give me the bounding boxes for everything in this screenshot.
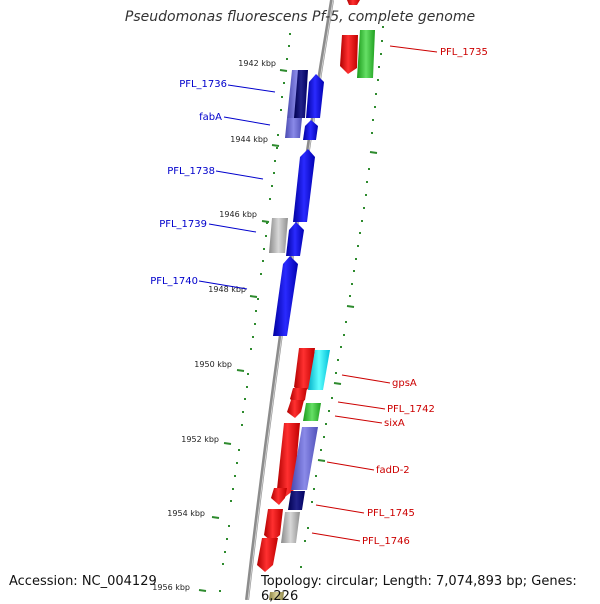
map-title: Pseudomonas fluorescens Pf-5, complete g… xyxy=(124,9,476,25)
gene-arrow-pfl-1746 xyxy=(264,509,283,542)
kbp-label: 1946 kbp xyxy=(219,210,257,219)
gene-label-gpsA: gpsA xyxy=(392,378,417,389)
forward-gene-labels xyxy=(198,84,276,290)
kbp-label: 1948 kbp xyxy=(208,285,246,294)
outer-ring-major-ticks xyxy=(317,151,378,462)
gene-arrow-sixA xyxy=(287,400,304,418)
gene-label-pfl-1740: PFL_1740 xyxy=(150,276,198,287)
feature-block-purple-mid xyxy=(285,118,302,138)
inner-ring-ticks xyxy=(219,33,291,592)
feature-block-navy-top xyxy=(294,70,308,118)
reverse-gene-labels xyxy=(311,45,438,542)
gene-label-pfl-1739: PFL_1739 xyxy=(159,219,207,230)
feature-block-purple xyxy=(291,427,318,490)
gene-arrow-pfl-1739 xyxy=(286,222,304,256)
gene-arrow-pfl-1736 xyxy=(306,74,324,118)
reverse-strand-features xyxy=(257,0,375,600)
feature-block-gray-left xyxy=(269,218,288,253)
kbp-label: 1954 kbp xyxy=(167,509,205,518)
feature-block-cyan xyxy=(308,350,330,390)
kbp-label: 1952 kbp xyxy=(181,435,219,444)
gene-label-pfl-1735: PFL_1735 xyxy=(440,47,488,58)
feature-block-navy xyxy=(288,491,305,510)
forward-strand-features xyxy=(269,70,324,336)
gene-label-pfl-1736: PFL_1736 xyxy=(179,79,227,90)
gene-arrow-top xyxy=(347,0,360,5)
gene-arrow-bottom xyxy=(257,538,278,572)
feature-block-green-2 xyxy=(303,403,321,421)
gene-arrow-pfl-1745 xyxy=(271,488,287,505)
kbp-labels: 1942 kbp 1944 kbp 1946 kbp 1948 kbp 1950… xyxy=(152,59,276,592)
gene-arrow-pfl-1738 xyxy=(293,149,315,222)
gene-label-pfl-1742: PFL_1742 xyxy=(387,404,435,415)
gene-arrow-fabA xyxy=(303,120,318,140)
outer-ring-ticks xyxy=(300,26,384,568)
inner-ring-major-ticks xyxy=(198,69,288,592)
accession-text: Accession: NC_004129 xyxy=(9,574,157,589)
feature-block-green xyxy=(357,30,375,78)
gene-arrow-pfl-1735 xyxy=(340,35,358,74)
kbp-label: 1942 kbp xyxy=(238,59,276,68)
gene-label-sixA: sixA xyxy=(384,418,405,429)
gene-label-pfl-1746: PFL_1746 xyxy=(362,536,410,547)
gene-label-fabA: fabA xyxy=(199,112,222,123)
kbp-label: 1944 kbp xyxy=(230,135,268,144)
feature-block-olive xyxy=(269,592,284,600)
feature-block-gray xyxy=(281,512,300,543)
gene-label-pfl-1745: PFL_1745 xyxy=(367,508,415,519)
gene-label-fadD-2: fadD-2 xyxy=(376,465,410,476)
kbp-label: 1950 kbp xyxy=(194,360,232,369)
gene-arrow-pfl-1740 xyxy=(273,256,298,336)
kbp-label: 1956 kbp xyxy=(152,583,190,592)
gene-label-pfl-1738: PFL_1738 xyxy=(167,166,215,177)
